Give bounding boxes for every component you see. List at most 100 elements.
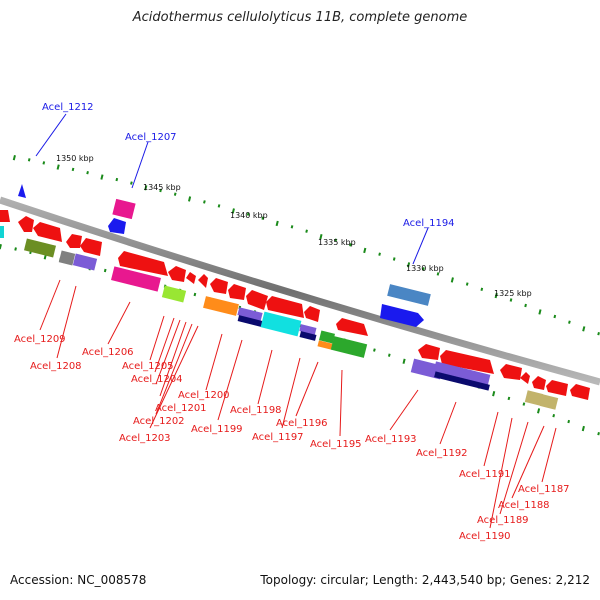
gene-feature-lime-1205[interactable] — [161, 285, 187, 303]
gene-feature-purple-1208[interactable] — [72, 253, 98, 271]
gene-features — [0, 184, 590, 410]
gene-label-acel-1194[interactable]: Acel_1194 — [403, 218, 455, 229]
gene-feature-navy-1192[interactable] — [434, 371, 490, 391]
gene-feature-purple-1199[interactable] — [237, 307, 263, 321]
ruler-tick — [193, 292, 197, 297]
gene-feature-red-k[interactable] — [246, 290, 268, 310]
ruler-tick — [27, 158, 31, 162]
ruler-tick — [568, 320, 571, 324]
gene-feature-acel-1194[interactable] — [380, 304, 424, 327]
gene-feature-red-l[interactable] — [266, 296, 304, 318]
ruler-label-1335: 1335 kbp — [318, 238, 356, 247]
ruler-tick — [538, 309, 542, 315]
ruler-tick — [363, 247, 367, 254]
ruler-tick — [42, 161, 46, 165]
gene-feature-red-e[interactable] — [80, 238, 102, 256]
gene-feature-red-a[interactable] — [0, 210, 10, 222]
gene-label-acel-1189[interactable]: Acel_1189 — [477, 515, 529, 526]
gene-feature-red-u[interactable] — [570, 384, 590, 400]
gene-label-acel-1204[interactable]: Acel_1204 — [131, 374, 183, 385]
ruler-tick — [334, 238, 338, 242]
ruler-tick — [480, 287, 484, 291]
gene-label-acel-1208[interactable]: Acel_1208 — [30, 361, 82, 372]
gene-feature-cyan-1198[interactable] — [260, 311, 302, 337]
gene-label-acel-1192[interactable]: Acel_1192 — [416, 448, 468, 459]
ruler-tick — [100, 174, 104, 180]
gene-feature-purple-1192[interactable] — [433, 361, 491, 385]
gene-label-acel-1200[interactable]: Acel_1200 — [178, 390, 230, 401]
ruler-label-1340: 1340 kbp — [230, 211, 268, 220]
gene-feature-magenta-1206[interactable] — [111, 266, 161, 292]
gene-label-acel-1198[interactable]: Acel_1198 — [230, 405, 282, 416]
gene-label-acel-1193[interactable]: Acel_1193 — [365, 434, 417, 445]
gene-feature-red-t[interactable] — [546, 380, 568, 396]
gene-label-acel-1207[interactable]: Acel_1207 — [125, 132, 177, 143]
gene-feature-red-g[interactable] — [186, 272, 196, 284]
gene-feature-navy-1199[interactable] — [237, 315, 263, 327]
gene-feature-pink-1[interactable] — [112, 198, 136, 220]
gene-feature-red-q[interactable] — [500, 364, 522, 380]
gene-feature-red-i[interactable] — [210, 278, 228, 294]
ruler-tick — [581, 425, 585, 432]
ruler-tick — [402, 358, 406, 364]
gene-feature-green-1196[interactable] — [318, 330, 336, 344]
gene-label-acel-1195[interactable]: Acel_1195 — [310, 439, 362, 450]
gene-label-acel-1197[interactable]: Acel_1197 — [252, 432, 304, 443]
ruler-tick — [597, 332, 600, 336]
gene-feature-orange-1200[interactable] — [203, 296, 239, 316]
gene-feature-red-p[interactable] — [440, 350, 494, 374]
ruler-tick — [187, 196, 192, 202]
gene-feature-khaki-1188[interactable] — [539, 394, 559, 410]
ruler-tick — [130, 181, 133, 185]
gene-feature-purple-1197[interactable] — [299, 324, 317, 335]
gene-feature-red-s[interactable] — [532, 376, 546, 390]
gene-feature-grey-1208[interactable] — [58, 250, 76, 266]
gene-label-acel-1203[interactable]: Acel_1203 — [119, 433, 171, 444]
gene-feature-red-o[interactable] — [418, 344, 440, 360]
gene-label-acel-1206[interactable]: Acel_1206 — [82, 347, 134, 358]
gene-feature-red-h[interactable] — [198, 274, 208, 288]
gene-label-acel-1190[interactable]: Acel_1190 — [459, 531, 511, 542]
leader-lines — [35, 113, 557, 529]
gene-label-acel-1188[interactable]: Acel_1188 — [498, 500, 550, 511]
gene-feature-acel-1207[interactable] — [108, 218, 126, 234]
gene-feature-red-r[interactable] — [520, 372, 530, 384]
ruler-tick — [494, 292, 498, 299]
gene-label-acel-1187[interactable]: Acel_1187 — [518, 484, 570, 495]
ruler-tick — [305, 229, 308, 233]
ruler-tick — [436, 272, 440, 276]
gene-feature-red-1206[interactable] — [118, 251, 168, 276]
genome-backbone — [0, 196, 600, 386]
gene-label-acel-1191[interactable]: Acel_1191 — [459, 469, 511, 480]
ruler-label-1350: 1350 kbp — [56, 154, 94, 163]
gene-feature-orange-1196[interactable] — [317, 340, 333, 350]
gene-feature-green-1195[interactable] — [330, 336, 368, 358]
ruler-tick — [465, 282, 469, 286]
gene-feature-olive-1209[interactable] — [23, 238, 57, 258]
gene-feature-acel-1194-steel[interactable] — [387, 284, 431, 306]
gene-label-acel-1199[interactable]: Acel_1199 — [191, 424, 243, 435]
gene-feature-acel-1212[interactable] — [18, 184, 26, 198]
gene-feature-red-d[interactable] — [66, 234, 82, 248]
gene-feature-navy-1197[interactable] — [299, 331, 317, 341]
gene-label-acel-1196[interactable]: Acel_1196 — [276, 418, 328, 429]
gene-feature-red-j[interactable] — [228, 284, 246, 300]
gene-label-acel-1201[interactable]: Acel_1201 — [155, 403, 207, 414]
ruler-tick — [422, 267, 425, 271]
gene-label-acel-1209[interactable]: Acel_1209 — [14, 334, 66, 345]
gene-feature-red-f[interactable] — [168, 266, 186, 282]
gene-label-acel-1212[interactable]: Acel_1212 — [42, 102, 94, 113]
ruler-tick — [392, 257, 396, 261]
gene-feature-red-b[interactable] — [18, 216, 34, 232]
ruler-tick — [246, 212, 250, 216]
gene-feature-red-n[interactable] — [336, 318, 368, 336]
gene-label-acel-1205[interactable]: Acel_1205 — [122, 361, 174, 372]
gene-label-acel-1202[interactable]: Acel_1202 — [133, 416, 185, 427]
gene-feature-khaki-1189[interactable] — [524, 390, 544, 406]
ruler-tick — [597, 432, 600, 436]
ruler-tick — [14, 247, 17, 251]
gene-feature-red-m[interactable] — [304, 306, 320, 322]
gene-feature-red-c[interactable] — [33, 222, 62, 242]
gene-feature-cyan-edge[interactable] — [0, 226, 4, 238]
topology-text: Topology: circular; Length: 2,443,540 bp… — [260, 573, 590, 587]
